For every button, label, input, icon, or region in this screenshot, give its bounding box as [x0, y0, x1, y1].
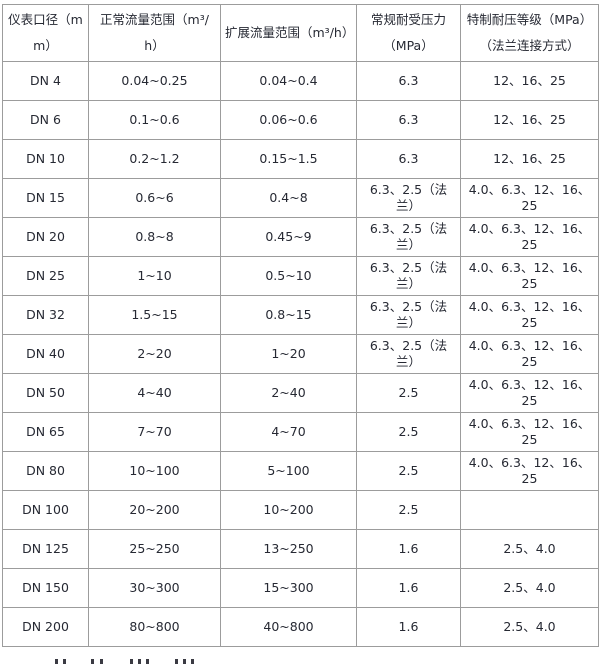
cell-meter-diameter: DN 200	[2, 607, 89, 647]
cell-normal-flow-range: 80~800	[88, 607, 221, 647]
cell-standard-pressure: 6.3、2.5（法兰）	[356, 178, 461, 218]
header-special-pressure: 特制耐压等级（MPa）（法兰连接方式）	[460, 4, 599, 62]
cell-meter-diameter: DN 125	[2, 529, 89, 569]
cell-extended-flow-range: 0.06~0.6	[220, 100, 357, 140]
cell-normal-flow-range: 10~100	[88, 451, 221, 491]
table-row: DN 150 30~300 15~300 1.6 2.5、4.0	[2, 568, 599, 608]
cell-extended-flow-range: 0.8~15	[220, 295, 357, 335]
cell-special-pressure: 4.0、6.3、12、16、25	[460, 295, 599, 335]
table-row: DN 6 0.1~0.6 0.06~0.6 6.3 12、16、25	[2, 100, 599, 140]
cell-meter-diameter: DN 20	[2, 217, 89, 257]
cell-extended-flow-range: 0.15~1.5	[220, 139, 357, 179]
cell-extended-flow-range: 0.04~0.4	[220, 61, 357, 101]
cell-special-pressure: 4.0、6.3、12、16、25	[460, 334, 599, 374]
table-row: DN 10 0.2~1.2 0.15~1.5 6.3 12、16、25	[2, 139, 599, 179]
cell-meter-diameter: DN 15	[2, 178, 89, 218]
header-meter-diameter: 仪表口径（mm）	[2, 4, 89, 62]
cell-special-pressure: 2.5、4.0	[460, 568, 599, 608]
cell-standard-pressure: 2.5	[356, 412, 461, 452]
cell-special-pressure: 12、16、25	[460, 139, 599, 179]
flow-meter-spec-table: 仪表口径（mm） 正常流量范围（m³/h） 扩展流量范围（m³/h） 常规耐受压…	[2, 4, 599, 647]
cell-standard-pressure: 1.6	[356, 529, 461, 569]
cell-extended-flow-range: 13~250	[220, 529, 357, 569]
cell-normal-flow-range: 20~200	[88, 490, 221, 530]
cell-normal-flow-range: 0.6~6	[88, 178, 221, 218]
cell-meter-diameter: DN 150	[2, 568, 89, 608]
cell-normal-flow-range: 30~300	[88, 568, 221, 608]
cell-meter-diameter: DN 40	[2, 334, 89, 374]
cell-normal-flow-range: 0.04~0.25	[88, 61, 221, 101]
cell-extended-flow-range: 40~800	[220, 607, 357, 647]
cell-standard-pressure: 6.3、2.5（法兰）	[356, 334, 461, 374]
cell-extended-flow-range: 0.5~10	[220, 256, 357, 296]
cell-extended-flow-range: 10~200	[220, 490, 357, 530]
cell-meter-diameter: DN 32	[2, 295, 89, 335]
table-body: DN 4 0.04~0.25 0.04~0.4 6.3 12、16、25 DN …	[2, 61, 599, 647]
table-row: DN 100 20~200 10~200 2.5	[2, 490, 599, 530]
cell-meter-diameter: DN 100	[2, 490, 89, 530]
table-row: DN 15 0.6~6 0.4~8 6.3、2.5（法兰） 4.0、6.3、12…	[2, 178, 599, 218]
cell-standard-pressure: 1.6	[356, 568, 461, 608]
cell-extended-flow-range: 1~20	[220, 334, 357, 374]
cell-standard-pressure: 6.3	[356, 100, 461, 140]
cell-meter-diameter: DN 25	[2, 256, 89, 296]
header-standard-pressure: 常规耐受压力（MPa）	[356, 4, 461, 62]
cell-special-pressure	[460, 490, 599, 530]
table-row: DN 50 4~40 2~40 2.5 4.0、6.3、12、16、25	[2, 373, 599, 413]
cell-standard-pressure: 2.5	[356, 373, 461, 413]
table-row: DN 80 10~100 5~100 2.5 4.0、6.3、12、16、25	[2, 451, 599, 491]
cell-meter-diameter: DN 10	[2, 139, 89, 179]
cell-standard-pressure: 6.3	[356, 139, 461, 179]
cell-special-pressure: 4.0、6.3、12、16、25	[460, 412, 599, 452]
cell-normal-flow-range: 0.2~1.2	[88, 139, 221, 179]
cell-standard-pressure: 1.6	[356, 607, 461, 647]
cell-special-pressure: 4.0、6.3、12、16、25	[460, 217, 599, 257]
cell-standard-pressure: 6.3、2.5（法兰）	[356, 295, 461, 335]
cell-special-pressure: 4.0、6.3、12、16、25	[460, 178, 599, 218]
cell-standard-pressure: 2.5	[356, 451, 461, 491]
cell-meter-diameter: DN 80	[2, 451, 89, 491]
cell-normal-flow-range: 4~40	[88, 373, 221, 413]
table-row: DN 65 7~70 4~70 2.5 4.0、6.3、12、16、25	[2, 412, 599, 452]
cell-standard-pressure: 2.5	[356, 490, 461, 530]
table-row: DN 200 80~800 40~800 1.6 2.5、4.0	[2, 607, 599, 647]
header-row: 仪表口径（mm） 正常流量范围（m³/h） 扩展流量范围（m³/h） 常规耐受压…	[2, 4, 599, 62]
cell-standard-pressure: 6.3、2.5（法兰）	[356, 217, 461, 257]
cell-normal-flow-range: 2~20	[88, 334, 221, 374]
cell-normal-flow-range: 7~70	[88, 412, 221, 452]
cell-meter-diameter: DN 4	[2, 61, 89, 101]
page: 仪表口径（mm） 正常流量范围（m³/h） 扩展流量范围（m³/h） 常规耐受压…	[0, 4, 600, 664]
cell-standard-pressure: 6.3	[356, 61, 461, 101]
cell-meter-diameter: DN 6	[2, 100, 89, 140]
cell-normal-flow-range: 0.1~0.6	[88, 100, 221, 140]
cell-normal-flow-range: 1.5~15	[88, 295, 221, 335]
table-row: DN 20 0.8~8 0.45~9 6.3、2.5（法兰） 4.0、6.3、1…	[2, 217, 599, 257]
cell-normal-flow-range: 1~10	[88, 256, 221, 296]
cell-extended-flow-range: 5~100	[220, 451, 357, 491]
cell-meter-diameter: DN 65	[2, 412, 89, 452]
cell-normal-flow-range: 0.8~8	[88, 217, 221, 257]
cell-special-pressure: 4.0、6.3、12、16、25	[460, 451, 599, 491]
header-extended-flow-range: 扩展流量范围（m³/h）	[220, 4, 357, 62]
cell-meter-diameter: DN 50	[2, 373, 89, 413]
table-row: DN 4 0.04~0.25 0.04~0.4 6.3 12、16、25	[2, 61, 599, 101]
cell-extended-flow-range: 15~300	[220, 568, 357, 608]
header-normal-flow-range: 正常流量范围（m³/h）	[88, 4, 221, 62]
cell-special-pressure: 2.5、4.0	[460, 607, 599, 647]
table-row: DN 32 1.5~15 0.8~15 6.3、2.5（法兰） 4.0、6.3、…	[2, 295, 599, 335]
cell-extended-flow-range: 0.45~9	[220, 217, 357, 257]
cell-standard-pressure: 6.3、2.5（法兰）	[356, 256, 461, 296]
table-row: DN 40 2~20 1~20 6.3、2.5（法兰） 4.0、6.3、12、1…	[2, 334, 599, 374]
table-row: DN 25 1~10 0.5~10 6.3、2.5（法兰） 4.0、6.3、12…	[2, 256, 599, 296]
cell-special-pressure: 12、16、25	[460, 61, 599, 101]
cell-special-pressure: 12、16、25	[460, 100, 599, 140]
table-row: DN 125 25~250 13~250 1.6 2.5、4.0	[2, 529, 599, 569]
cell-special-pressure: 4.0、6.3、12、16、25	[460, 373, 599, 413]
cell-extended-flow-range: 0.4~8	[220, 178, 357, 218]
cell-special-pressure: 2.5、4.0	[460, 529, 599, 569]
cell-special-pressure: 4.0、6.3、12、16、25	[460, 256, 599, 296]
cell-extended-flow-range: 4~70	[220, 412, 357, 452]
cell-normal-flow-range: 25~250	[88, 529, 221, 569]
cell-extended-flow-range: 2~40	[220, 373, 357, 413]
